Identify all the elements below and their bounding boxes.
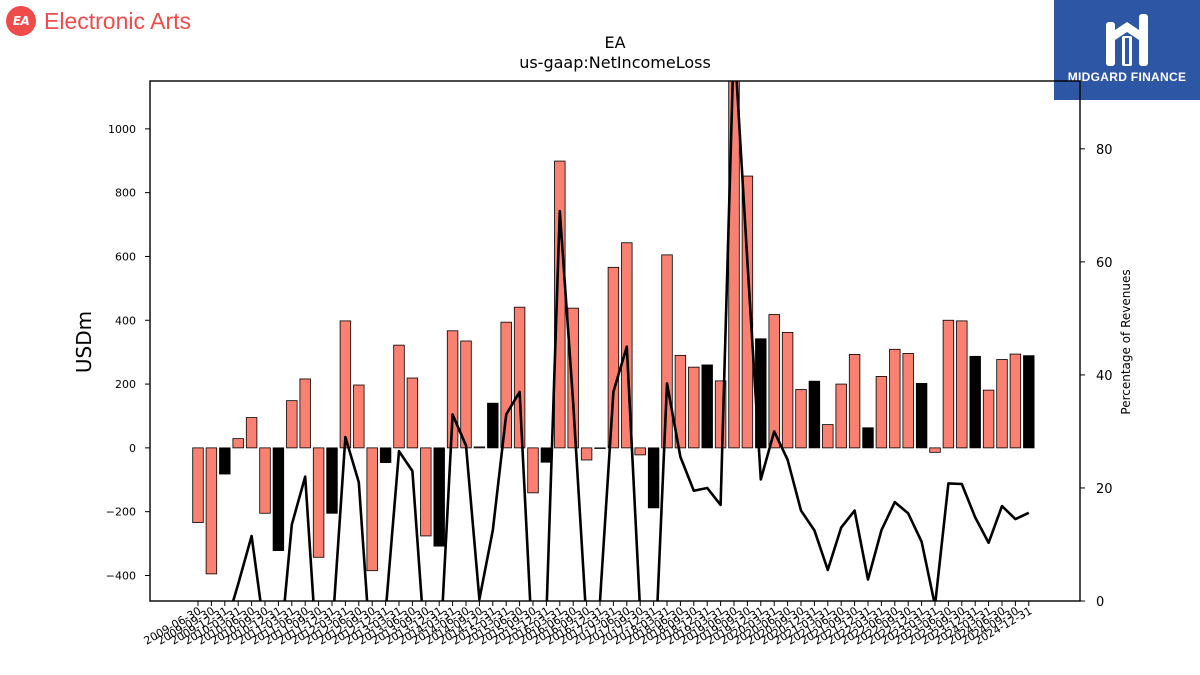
bar	[634, 447, 646, 456]
bars-group	[192, 81, 1035, 575]
bar	[540, 447, 553, 463]
midgard-emblem-icon	[1106, 14, 1148, 66]
bar	[607, 266, 620, 449]
chart-title: EA	[604, 33, 625, 52]
bar	[822, 424, 834, 449]
bar	[219, 447, 231, 475]
bar	[580, 447, 593, 461]
bar	[781, 331, 794, 449]
bar	[500, 321, 512, 449]
bar	[996, 359, 1008, 449]
bar	[433, 447, 445, 547]
bar	[192, 447, 204, 523]
bar	[299, 378, 311, 449]
bar	[326, 447, 338, 514]
bar	[741, 175, 754, 449]
bar	[848, 353, 861, 449]
y2-tick-label: 60	[1096, 256, 1113, 271]
y-tick-label: 200	[115, 378, 136, 391]
y-tick-label: 400	[115, 314, 136, 327]
brand-header: EA Electronic Arts	[6, 6, 191, 36]
brand-name: Electronic Arts	[44, 7, 191, 34]
bar	[701, 364, 713, 449]
y2-axis-label: Percentage of Revenues	[1119, 269, 1133, 414]
y-tick-label: 1000	[108, 123, 136, 136]
y-tick-label: 600	[115, 250, 136, 263]
chart-subtitle: us-gaap:NetIncomeLoss	[519, 53, 711, 72]
bar	[245, 417, 258, 449]
bar	[688, 366, 700, 449]
bar	[339, 320, 352, 449]
bar	[969, 355, 981, 449]
bar	[661, 254, 673, 449]
bar	[768, 314, 780, 449]
bar	[674, 354, 687, 449]
bar	[473, 446, 486, 449]
bar	[808, 380, 821, 449]
bar	[902, 353, 914, 449]
bar	[232, 438, 244, 449]
y-tick-label: −200	[106, 506, 136, 519]
bar	[982, 389, 995, 449]
bar	[647, 447, 660, 509]
midgard-finance-logo: MIDGARD FINANCE	[1054, 0, 1200, 100]
bar	[915, 383, 928, 449]
midgard-finance-name: MIDGARD FINANCE	[1067, 70, 1187, 84]
y2-tick-label: 20	[1096, 482, 1113, 497]
bar	[259, 447, 271, 514]
bar	[286, 400, 298, 449]
bar	[714, 380, 727, 449]
bar	[835, 383, 847, 449]
bar	[594, 447, 606, 449]
bar	[379, 447, 392, 463]
bar	[353, 384, 365, 449]
y-tick-label: −400	[106, 569, 136, 582]
bar	[527, 447, 539, 494]
bar	[621, 242, 633, 449]
bar	[393, 344, 405, 449]
bar	[1009, 353, 1022, 449]
ea-logo-icon: EA	[6, 6, 36, 36]
bar	[889, 348, 901, 449]
bar	[366, 447, 378, 572]
plot-frame	[149, 80, 1081, 602]
y2-tick-label: 0	[1096, 595, 1104, 610]
y-axis-label: USDm	[72, 311, 96, 373]
bar	[929, 447, 941, 453]
bar	[312, 447, 325, 558]
bar	[875, 376, 888, 449]
bar	[942, 319, 955, 449]
y-tick-label: 800	[115, 187, 136, 200]
y2-tick-label: 40	[1096, 369, 1113, 384]
y2-tick-label: 80	[1096, 143, 1113, 158]
bar	[1023, 355, 1035, 449]
bar	[460, 340, 472, 449]
bar	[205, 447, 218, 575]
bar	[272, 447, 285, 551]
bar	[406, 377, 419, 449]
bar	[487, 402, 499, 449]
bar	[446, 330, 459, 449]
bar	[956, 320, 968, 449]
y-tick-label: 0	[129, 442, 136, 455]
bar	[567, 307, 579, 449]
series-line	[231, 81, 1030, 601]
bar	[513, 306, 526, 449]
bar	[862, 427, 874, 449]
bar	[420, 447, 432, 537]
bar	[795, 389, 807, 449]
